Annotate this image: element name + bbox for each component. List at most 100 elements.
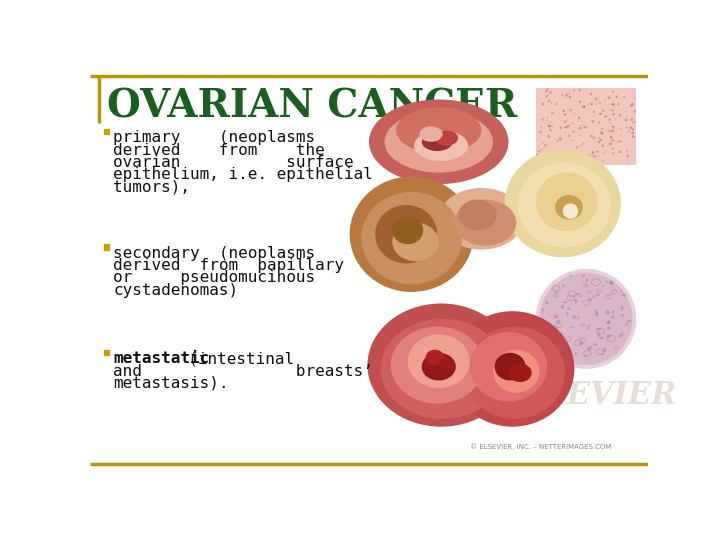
Ellipse shape xyxy=(631,103,634,105)
Ellipse shape xyxy=(620,289,622,292)
Ellipse shape xyxy=(545,301,549,305)
Ellipse shape xyxy=(588,104,589,105)
Text: cystadenomas): cystadenomas) xyxy=(113,283,238,298)
Text: or     pseudomucinous: or pseudomucinous xyxy=(113,271,315,285)
Ellipse shape xyxy=(593,343,598,346)
Text: secondary  (neoplasms: secondary (neoplasms xyxy=(113,246,315,261)
Ellipse shape xyxy=(621,306,624,310)
Ellipse shape xyxy=(547,117,549,118)
Ellipse shape xyxy=(580,341,583,345)
Ellipse shape xyxy=(619,140,621,143)
Ellipse shape xyxy=(587,326,589,330)
Ellipse shape xyxy=(625,111,626,112)
Ellipse shape xyxy=(625,324,629,326)
Ellipse shape xyxy=(572,139,573,141)
Ellipse shape xyxy=(508,363,532,382)
Ellipse shape xyxy=(553,346,557,350)
Ellipse shape xyxy=(595,309,598,313)
Text: metastatic: metastatic xyxy=(113,351,210,366)
Ellipse shape xyxy=(590,103,593,105)
Ellipse shape xyxy=(551,112,554,114)
Ellipse shape xyxy=(599,112,602,115)
Ellipse shape xyxy=(586,126,588,128)
Ellipse shape xyxy=(578,126,582,130)
Ellipse shape xyxy=(541,103,544,106)
Ellipse shape xyxy=(464,327,565,419)
Ellipse shape xyxy=(396,107,482,153)
Ellipse shape xyxy=(582,106,585,109)
Ellipse shape xyxy=(603,348,606,353)
Ellipse shape xyxy=(601,353,603,355)
Ellipse shape xyxy=(562,285,564,287)
Ellipse shape xyxy=(561,305,564,309)
Ellipse shape xyxy=(548,153,549,154)
Ellipse shape xyxy=(549,102,550,103)
Ellipse shape xyxy=(572,131,575,133)
Ellipse shape xyxy=(551,105,552,106)
Ellipse shape xyxy=(626,154,629,157)
Ellipse shape xyxy=(575,293,579,295)
Ellipse shape xyxy=(580,134,582,136)
Ellipse shape xyxy=(541,126,542,127)
Ellipse shape xyxy=(582,143,584,144)
Ellipse shape xyxy=(630,118,633,121)
Ellipse shape xyxy=(631,90,633,91)
Ellipse shape xyxy=(618,334,621,338)
Ellipse shape xyxy=(607,335,611,338)
Ellipse shape xyxy=(548,125,550,127)
Ellipse shape xyxy=(612,110,614,111)
Ellipse shape xyxy=(557,140,558,142)
Ellipse shape xyxy=(541,118,544,121)
Text: and                breasts’: and breasts’ xyxy=(113,363,373,379)
Text: ovarian           surface: ovarian surface xyxy=(113,155,354,170)
Ellipse shape xyxy=(609,281,611,284)
Ellipse shape xyxy=(585,124,586,125)
Ellipse shape xyxy=(595,312,598,315)
Ellipse shape xyxy=(570,274,572,276)
Ellipse shape xyxy=(454,200,516,246)
Ellipse shape xyxy=(578,116,580,118)
Ellipse shape xyxy=(552,126,554,127)
Ellipse shape xyxy=(628,130,629,132)
Text: OVARIAN CANCER: OVARIAN CANCER xyxy=(107,88,517,126)
Ellipse shape xyxy=(540,319,544,322)
Ellipse shape xyxy=(612,148,614,150)
Ellipse shape xyxy=(575,299,577,303)
Ellipse shape xyxy=(422,353,456,381)
Ellipse shape xyxy=(567,92,569,93)
Ellipse shape xyxy=(606,281,608,283)
Ellipse shape xyxy=(602,110,604,112)
Ellipse shape xyxy=(539,131,541,132)
Ellipse shape xyxy=(549,129,551,131)
Ellipse shape xyxy=(587,154,590,157)
Ellipse shape xyxy=(564,113,567,116)
Ellipse shape xyxy=(562,152,564,154)
Ellipse shape xyxy=(587,131,588,132)
Ellipse shape xyxy=(626,162,628,163)
Ellipse shape xyxy=(585,278,588,282)
Ellipse shape xyxy=(505,150,621,257)
Ellipse shape xyxy=(612,91,614,92)
Ellipse shape xyxy=(493,350,539,393)
Ellipse shape xyxy=(458,200,497,231)
Ellipse shape xyxy=(375,205,437,264)
Ellipse shape xyxy=(559,136,561,137)
Ellipse shape xyxy=(369,99,508,184)
Ellipse shape xyxy=(569,94,570,95)
Ellipse shape xyxy=(567,312,568,316)
Ellipse shape xyxy=(626,116,627,117)
Ellipse shape xyxy=(612,310,614,314)
Ellipse shape xyxy=(350,177,474,292)
Ellipse shape xyxy=(563,204,578,219)
Ellipse shape xyxy=(600,131,603,134)
Ellipse shape xyxy=(595,98,596,99)
Ellipse shape xyxy=(599,102,601,104)
Ellipse shape xyxy=(546,109,547,110)
Ellipse shape xyxy=(549,91,552,94)
Ellipse shape xyxy=(594,155,596,158)
Ellipse shape xyxy=(546,89,549,91)
Ellipse shape xyxy=(555,103,558,105)
Ellipse shape xyxy=(596,328,601,330)
Text: derived    from    the: derived from the xyxy=(113,143,325,158)
Ellipse shape xyxy=(582,105,583,106)
